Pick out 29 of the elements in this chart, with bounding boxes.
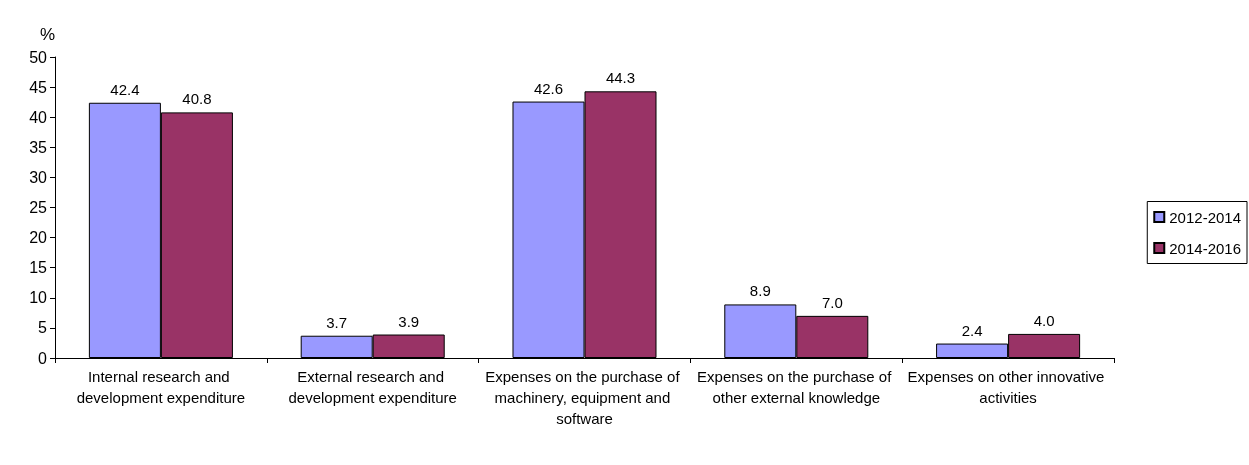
data-label: 40.8 [182,90,212,108]
data-label: 3.7 [326,313,348,331]
data-label: 7.0 [821,293,843,311]
x-tick-label: External research and development expenditure [288,368,457,406]
y-tick-label: 10 [29,289,48,307]
y-tick-label: 20 [29,229,48,247]
x-tick-label: Expenses on the purchase of other external knowledge [697,368,896,406]
data-label: 3.9 [398,312,420,330]
y-tick-label: 40 [29,108,48,126]
data-label: 8.9 [749,282,771,300]
y-tick-label: 15 [29,259,48,277]
x-tick-label: Expenses on the purchase of machinery, equipment and software [485,368,684,427]
y-tick-label: 50 [29,48,48,66]
y-tick-label: 45 [29,78,48,96]
y-axis-title: % [39,25,55,44]
y-tick-label: 25 [29,199,48,216]
y-tick-label: 30 [29,168,48,186]
legend-label: 2014-2016 [1169,239,1241,257]
x-tick-label: Expenses on other innovative activities [907,368,1109,406]
y-tick-label: 35 [29,138,48,156]
y-tick-label: 5 [38,319,48,337]
y-tick-label: 0 [38,349,48,367]
x-tick-label: Internal research and development expenditure [76,368,246,406]
data-label: 4.0 [1033,311,1055,329]
data-label: 42.6 [533,79,564,97]
data-label: 44.3 [605,69,636,87]
data-label: 2.4 [961,321,983,339]
legend-label: 2012-2014 [1169,208,1241,226]
data-label: 42.4 [110,80,140,98]
